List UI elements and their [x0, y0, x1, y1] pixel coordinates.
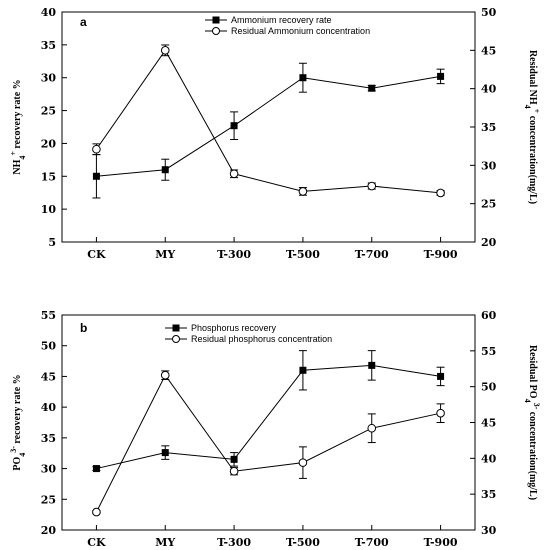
right-tick-label: 55 — [481, 345, 496, 358]
right-tick-label: 40 — [481, 83, 497, 96]
x-tick-label: T-500 — [286, 248, 320, 261]
data-point-circle — [160, 370, 170, 380]
plot-frame — [61, 11, 476, 243]
left-tick-label: 35 — [41, 432, 56, 445]
left-tick-label: 15 — [41, 170, 56, 183]
right-tick-label: 30 — [481, 159, 497, 172]
data-point-square — [161, 449, 169, 457]
data-point-square — [437, 372, 445, 380]
data-point-square — [161, 166, 169, 174]
x-tick-label: T-700 — [355, 248, 389, 261]
x-tick-label: T-300 — [217, 536, 251, 549]
data-point-square — [230, 455, 238, 463]
series-line — [96, 49, 441, 194]
left-tick-label: 55 — [41, 309, 56, 322]
legend-label: Residual phosphorus concentration — [191, 334, 332, 344]
right-tick-label: 45 — [481, 44, 496, 57]
legend-label: Residual Ammonium concentration — [231, 26, 370, 36]
left-tick-label: 10 — [41, 203, 57, 216]
data-point-circle — [229, 466, 239, 476]
legend-label: Ammonium recovery rate — [231, 15, 332, 25]
left-tick-label: 25 — [41, 493, 56, 506]
chart-panel-b: 20 25 30 35 40 45 50 55 30 35 40 45 50 55 60 CK MY T-300 T… — [9, 309, 542, 549]
data-point-square — [92, 172, 100, 180]
right-axis-title: Residual PO43- concentration(mg/L) — [524, 345, 542, 500]
data-point-square — [368, 84, 376, 92]
legend-marker-square — [172, 324, 180, 332]
data-point-circle — [229, 169, 239, 179]
x-tick-label: MY — [155, 536, 175, 549]
data-point-circle — [298, 187, 308, 196]
series-1 — [92, 350, 445, 473]
x-tick-label: T-700 — [355, 536, 389, 549]
left-tick-label: 30 — [41, 72, 57, 85]
x-tick-label: CK — [87, 248, 106, 261]
right-tick-label: 35 — [481, 121, 496, 134]
right-tick-label: 60 — [481, 309, 497, 322]
data-point-square — [437, 72, 445, 80]
left-axis-title: NH4+ recovery rate % — [9, 79, 27, 174]
legend-marker-circle — [212, 27, 220, 35]
x-tick-label: T-500 — [286, 536, 320, 549]
data-point-square — [230, 122, 238, 130]
series-2 — [92, 370, 445, 517]
legend-marker-circle — [172, 335, 180, 343]
plot-frame — [61, 314, 476, 531]
data-point-circle — [160, 46, 170, 55]
left-tick-label: 20 — [41, 524, 57, 537]
data-point-circle — [436, 188, 445, 198]
data-point-square — [299, 366, 307, 374]
left-tick-label: 20 — [41, 137, 57, 150]
right-tick-label: 45 — [481, 417, 496, 430]
right-tick-label: 30 — [481, 524, 497, 537]
data-point-circle — [92, 144, 101, 154]
panel-label: a — [80, 15, 87, 29]
data-point-circle — [92, 507, 101, 517]
x-tick-label: CK — [87, 536, 106, 549]
left-tick-label: 35 — [41, 39, 56, 52]
data-point-circle — [298, 458, 308, 467]
left-tick-label: 40 — [41, 401, 57, 414]
right-tick-label: 25 — [481, 198, 496, 211]
data-point-circle — [367, 181, 377, 191]
series-1 — [92, 62, 445, 199]
left-tick-label: 5 — [48, 236, 56, 249]
data-point-circle — [436, 408, 445, 418]
left-tick-label: 45 — [41, 370, 56, 383]
right-tick-label: 20 — [481, 236, 497, 249]
chart-panel-a: 5 10 15 20 25 30 35 40 20 25 30 35 40 45 50 CK MY T-300 T-… — [9, 6, 542, 261]
panel-label: b — [80, 321, 87, 335]
x-tick-label: MY — [155, 248, 175, 261]
series-line — [96, 75, 441, 177]
right-tick-label: 50 — [481, 381, 497, 394]
x-tick-label: T-900 — [424, 536, 458, 549]
data-point-square — [92, 465, 100, 473]
right-tick-label: 35 — [481, 488, 496, 501]
x-tick-label: T-900 — [424, 248, 458, 261]
series-line — [96, 364, 441, 470]
right-tick-label: 50 — [481, 6, 497, 19]
data-point-square — [299, 74, 307, 82]
data-point-circle — [367, 423, 377, 433]
right-axis-title: Residual NH4+ concentration(mg/L) — [524, 50, 542, 204]
x-tick-label: T-300 — [217, 248, 251, 261]
legend-label: Phosphorus recovery — [191, 323, 277, 333]
right-tick-label: 40 — [481, 452, 497, 465]
data-point-square — [368, 361, 376, 369]
left-tick-label: 30 — [41, 463, 57, 476]
left-tick-label: 40 — [41, 6, 57, 19]
series-line — [95, 374, 441, 513]
legend-marker-square — [212, 16, 220, 24]
series-2 — [92, 44, 445, 198]
left-axis-title: PO43- recovery rate % — [9, 374, 27, 470]
left-tick-label: 25 — [41, 105, 56, 118]
left-tick-label: 50 — [41, 340, 57, 353]
